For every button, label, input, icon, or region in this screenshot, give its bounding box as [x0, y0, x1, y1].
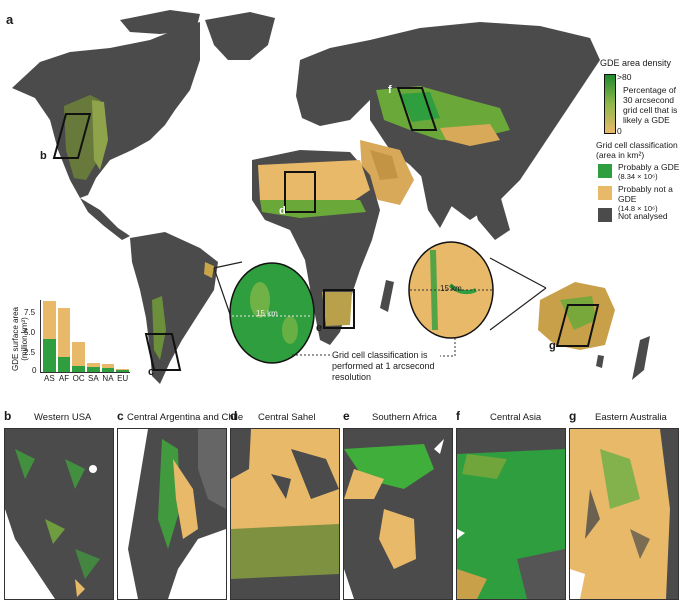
y-tick-75: 7.5 — [24, 308, 36, 317]
region-box-c — [144, 333, 182, 371]
bar-sa-gde — [87, 367, 100, 372]
bar-as-not-gde — [43, 300, 56, 340]
map-legend: GDE area density >80 0 Percentage of 30 … — [596, 58, 681, 228]
map-marker-d: d — [279, 205, 286, 217]
bar-eu-not-gde — [116, 368, 129, 370]
subpanel-letter-g: g — [569, 409, 577, 423]
subpanel-southern-africa — [343, 428, 453, 600]
subpanel-central-argentina-chile — [117, 428, 227, 600]
bar-na-not-gde — [101, 364, 115, 368]
swatch-not-analysed — [598, 208, 612, 222]
map-marker-b: b — [40, 150, 47, 162]
zoom-circle-2-scale: 15 km — [440, 284, 462, 293]
bar-chart-bars — [42, 300, 130, 372]
x-tick-oc: OC — [72, 374, 85, 383]
subpanel-central-sahel — [230, 428, 340, 600]
bar-oc-not-gde — [72, 341, 85, 367]
resolution-annotation: Grid cell classification is performed at… — [332, 350, 435, 382]
bar-af-gde — [57, 356, 71, 372]
bar-chart-y-axis — [40, 300, 41, 372]
subpanel-title-b: Western USA — [34, 412, 92, 423]
legend-item-probably-gde: Probably a GDE (8.34 × 10⁶) — [618, 162, 680, 181]
subpanel-title-e: Southern Africa — [372, 412, 437, 423]
classification-legend-title: Grid cell classification (area in km²) — [596, 140, 678, 160]
density-description: Percentage of 30 arcsecond grid cell tha… — [623, 85, 678, 125]
density-legend-title: GDE area density — [600, 58, 672, 68]
region-box-f — [396, 87, 438, 131]
region-box-d — [284, 171, 316, 213]
map-marker-f: f — [388, 84, 392, 96]
x-tick-na: NA — [102, 374, 114, 383]
legend-item-not-analysed: Not analysed — [618, 211, 668, 221]
subpanel-eastern-australia — [569, 428, 679, 600]
panel-label-a: a — [6, 12, 14, 27]
subpanel-title-d: Central Sahel — [258, 412, 316, 423]
subpanel-title-f: Central Asia — [490, 412, 542, 423]
subpanel-letter-c: c — [117, 409, 124, 423]
density-max-label: >80 — [617, 72, 632, 82]
panel-a: a — [0, 10, 681, 390]
bar-sa-not-gde — [87, 363, 100, 368]
x-tick-eu: EU — [117, 374, 129, 383]
y-tick-0: 0 — [32, 366, 37, 375]
south-america-landmass — [130, 232, 218, 384]
continent-bar-chart: GDE surface area (million km²) 7.5 5.0 2… — [0, 290, 140, 390]
subpanel-letter-f: f — [456, 409, 460, 423]
bar-af-not-gde — [57, 308, 71, 357]
subpanel-central-asia — [456, 428, 566, 600]
y-tick-25: 2.5 — [24, 348, 36, 357]
swatch-probably-gde — [598, 164, 612, 178]
region-box-b — [52, 113, 92, 159]
world-map — [12, 10, 650, 384]
bar-oc-gde — [72, 366, 85, 372]
x-tick-as: AS — [43, 374, 55, 383]
swatch-probably-not-gde — [598, 186, 612, 200]
bar-chart-categories: AS AF OC SA NA EU — [42, 374, 130, 386]
map-marker-c: c — [148, 366, 155, 378]
north-america-landmass — [12, 22, 200, 198]
density-gradient-bar — [604, 74, 616, 134]
bar-eu-gde — [116, 370, 129, 372]
zoom-circle-1-scale: 15 km — [256, 309, 278, 318]
map-marker-e: e — [316, 322, 323, 334]
x-tick-af: AF — [58, 374, 70, 383]
density-min-label: 0 — [617, 126, 622, 136]
subpanel-title-c: Central Argentina and Chile — [127, 412, 244, 423]
y-tick-50: 5.0 — [24, 328, 36, 337]
bar-chart-x-axis — [40, 372, 130, 373]
map-marker-g: g — [549, 340, 556, 352]
x-tick-sa: SA — [87, 374, 99, 383]
bar-na-gde — [101, 368, 115, 372]
subpanel-letter-b: b — [4, 409, 12, 423]
bar-as-gde — [43, 339, 56, 372]
subpanel-title-g: Eastern Australia — [595, 412, 667, 423]
region-box-e — [323, 289, 355, 329]
region-box-g — [555, 304, 600, 347]
subpanel-letter-e: e — [343, 409, 350, 423]
legend-item-probably-not-gde: Probably not a GDE (14.8 × 10⁶) — [618, 184, 673, 213]
subpanel-letter-d: d — [230, 409, 238, 423]
subpanel-western-usa — [4, 428, 114, 600]
